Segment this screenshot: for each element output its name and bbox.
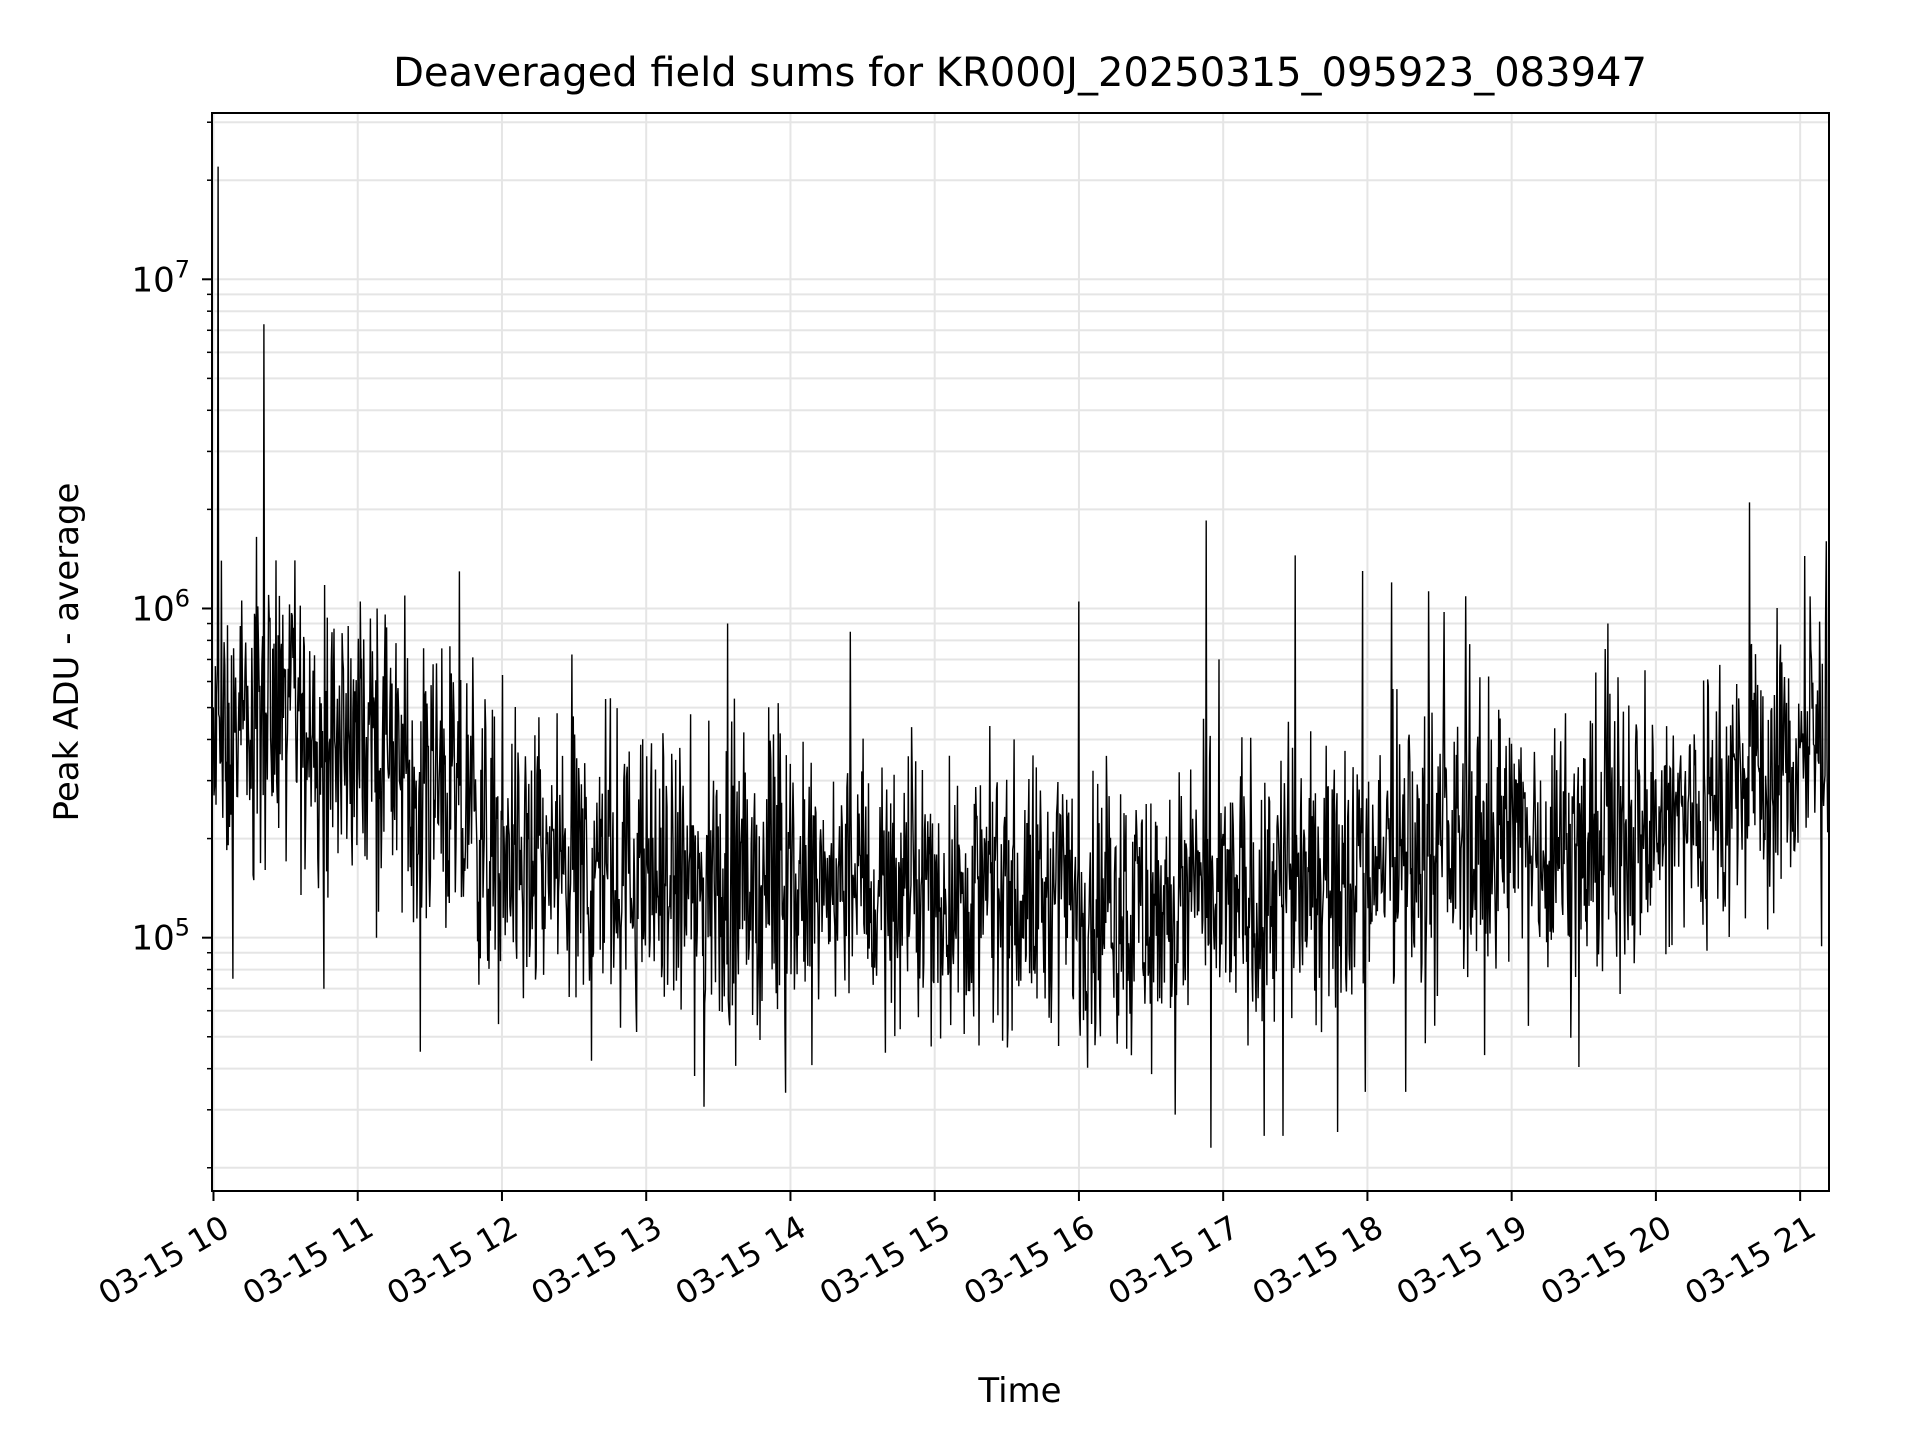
chart-title: Deaveraged field sums for KR000J_2025031… bbox=[393, 50, 1647, 96]
grid-lines bbox=[212, 113, 1829, 1191]
y-tick-label: 106 bbox=[131, 584, 190, 629]
y-axis-ticks: 105 106 107 bbox=[131, 121, 212, 1169]
x-axis-label: Time bbox=[977, 1371, 1061, 1411]
series-line bbox=[212, 166, 1829, 1148]
y-tick-label: 107 bbox=[131, 255, 190, 300]
series-line-group bbox=[212, 166, 1829, 1148]
y-tick-label: 105 bbox=[131, 914, 190, 959]
y-axis-label: Peak ADU - average bbox=[47, 483, 87, 822]
plot-area-frame bbox=[211, 112, 1830, 1192]
